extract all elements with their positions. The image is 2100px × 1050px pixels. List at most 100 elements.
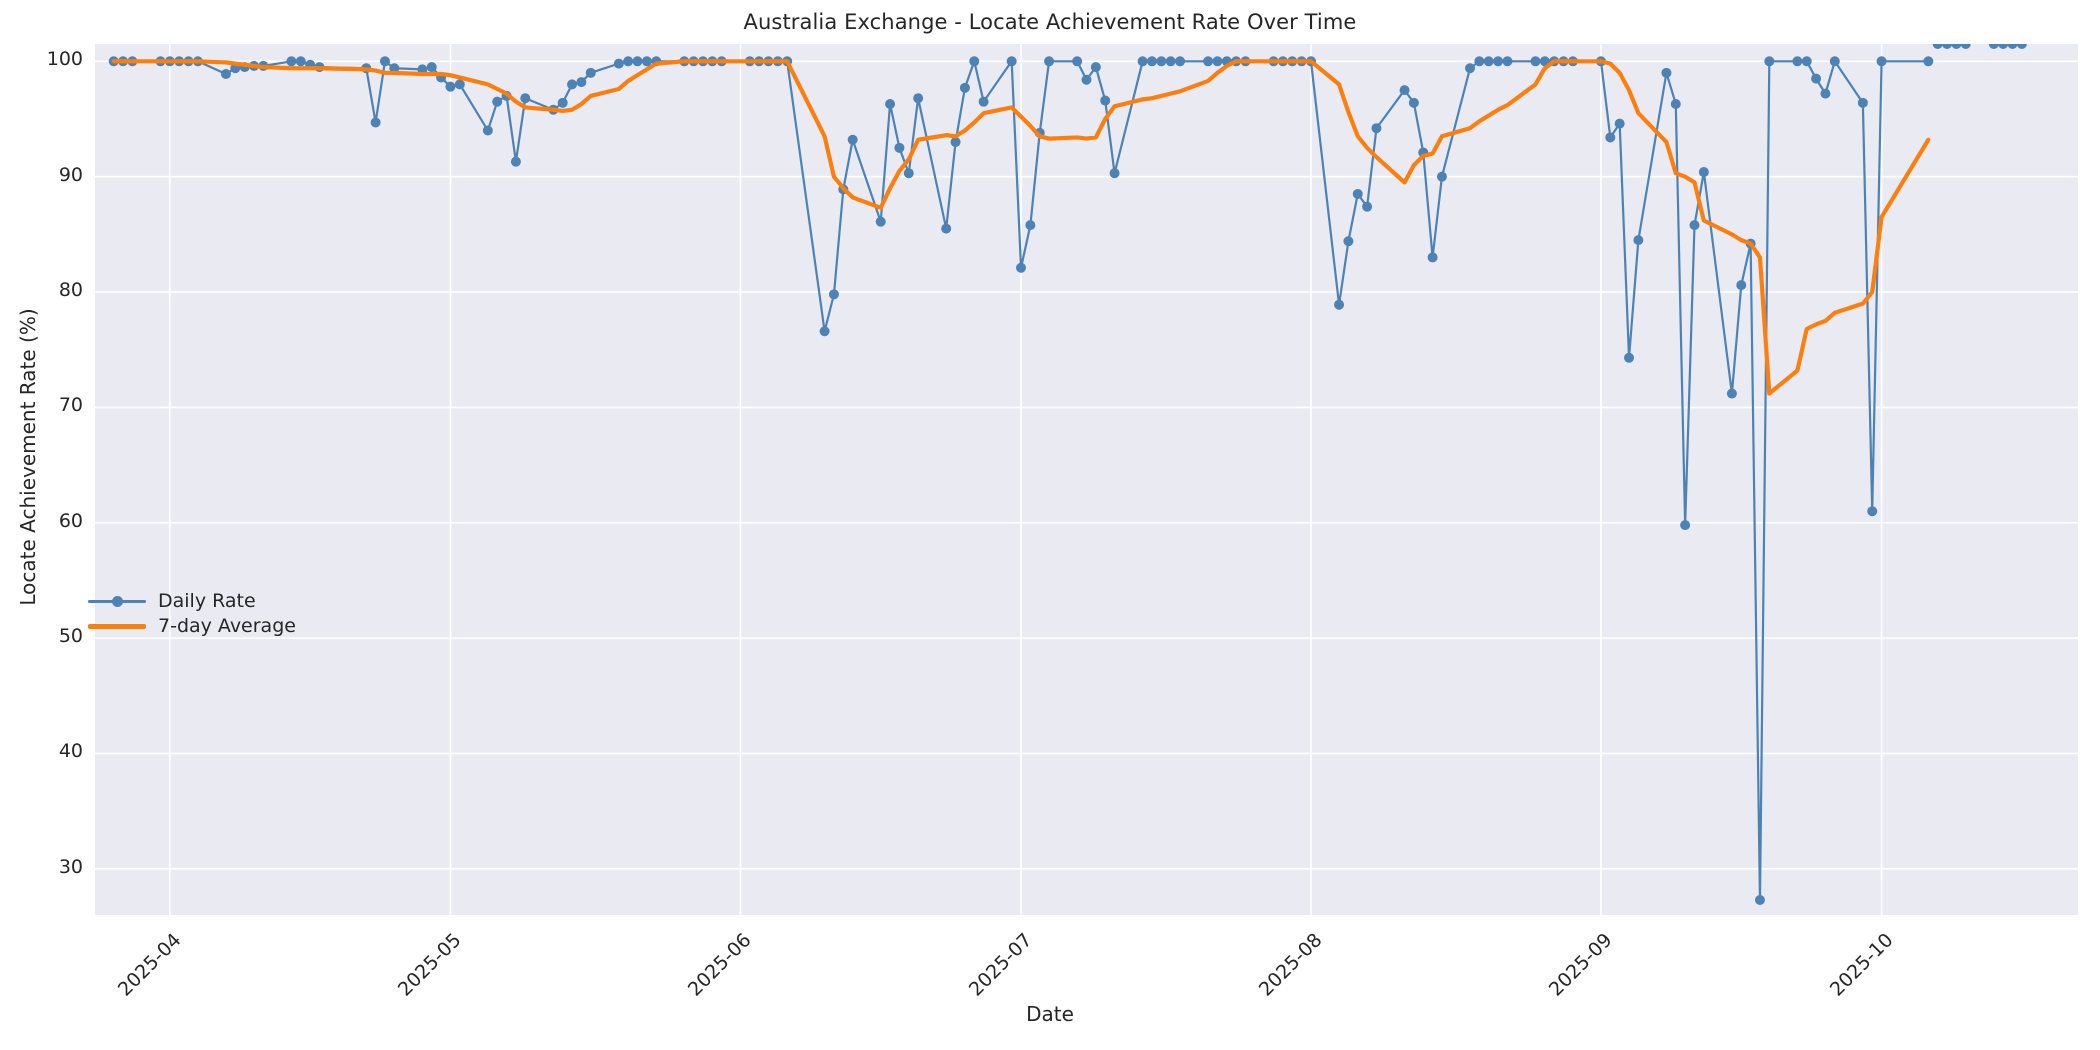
data-point-marker [1436,171,1447,182]
data-point-marker [819,326,830,337]
y-tick-label: 40 [58,740,83,763]
data-point-marker [1203,56,1214,67]
chart-legend: Daily Rate 7-day Average [78,583,306,647]
y-tick-label: 60 [58,509,83,532]
data-point-marker [1137,56,1148,67]
data-point-marker [379,56,390,67]
y-tick-label: 70 [58,394,83,417]
data-point-marker [1829,56,1840,67]
data-point-marker [1371,123,1382,134]
legend-item[interactable]: Daily Rate [88,589,296,614]
data-point-marker [1736,280,1747,291]
data-point-marker [1146,56,1157,67]
data-point-marker [295,56,306,67]
legend-marker-icon [112,595,123,607]
data-point-marker [1624,352,1635,363]
data-point-marker [1006,56,1017,67]
data-point-marker [1408,97,1419,108]
data-point-marker [1998,44,2009,49]
data-point-marker [1352,188,1363,199]
data-point-marker [2016,44,2027,49]
data-point-marker [1605,132,1616,143]
data-point-marker [520,93,531,104]
data-point-marker [1951,44,1962,49]
data-point-marker [1633,235,1644,246]
data-point-marker [1175,56,1186,67]
data-point-marker [1427,252,1438,263]
data-point-marker [894,142,905,153]
data-point-marker [1942,44,1953,49]
data-point-marker [1334,299,1345,310]
data-point-marker [1016,262,1027,273]
data-point-marker [1670,98,1681,109]
data-point-marker [847,134,858,145]
data-point-marker [1100,95,1111,106]
data-point-marker [1726,388,1737,399]
legend-label: Daily Rate [158,590,256,612]
data-point-marker [1343,236,1354,247]
data-point-marker [1661,67,1672,78]
data-point-marker [426,62,437,73]
data-point-marker [1212,56,1223,67]
data-point-marker [1867,506,1878,517]
data-point-marker [1960,44,1971,49]
data-series-layer [108,44,2027,905]
legend-swatch-icon [88,591,146,613]
y-tick-label: 30 [58,855,83,878]
data-point-marker [875,216,886,227]
data-point-marker [1090,62,1101,73]
data-point-marker [1530,56,1541,67]
data-point-marker [1811,73,1822,84]
data-point-marker [576,77,587,88]
data-point-marker [220,68,231,79]
data-point-marker [1754,895,1765,905]
data-point-marker [1465,63,1475,74]
data-point-marker [510,156,521,167]
data-point-marker [1483,56,1494,67]
data-point-marker [959,82,970,93]
y-tick-label: 80 [58,279,83,302]
data-point-marker [482,125,493,136]
plot-area [95,44,2078,915]
data-point-marker [1698,167,1709,178]
data-point-marker [1502,56,1513,67]
data-point-marker [1362,201,1373,212]
data-point-marker [1857,97,1868,108]
data-point-marker [613,58,624,69]
data-point-marker [641,56,652,67]
data-point-marker [389,63,400,74]
data-point-marker [567,79,578,90]
legend-swatch-icon [88,616,146,638]
gridlines [95,44,2078,915]
data-point-marker [557,97,568,108]
data-point-marker [632,56,643,67]
data-point-marker [445,81,456,92]
data-point-marker [454,79,465,90]
data-point-marker [1801,56,1812,67]
data-point-marker [903,168,914,179]
data-point-marker [1876,56,1887,67]
data-point-marker [913,93,924,104]
series-line-seven-day-average [111,59,1931,396]
data-point-marker [1820,88,1831,99]
data-point-marker [2007,44,2018,49]
data-point-marker [969,56,980,67]
data-point-marker [585,67,596,78]
data-point-marker [492,96,503,107]
data-point-marker [828,289,839,300]
data-point-marker [1165,56,1176,67]
data-point-marker [1399,85,1410,96]
data-point-marker [1614,118,1625,129]
data-point-marker [950,137,961,148]
data-point-marker [1689,220,1700,231]
data-point-marker [1680,520,1691,531]
data-point-marker [1988,44,1999,49]
data-point-marker [1764,56,1775,67]
legend-item[interactable]: 7-day Average [88,614,296,639]
data-point-marker [1474,56,1485,67]
data-point-marker [1081,74,1092,85]
data-point-marker [1493,56,1504,67]
data-point-marker [1792,56,1803,67]
data-point-marker [1109,168,1120,179]
